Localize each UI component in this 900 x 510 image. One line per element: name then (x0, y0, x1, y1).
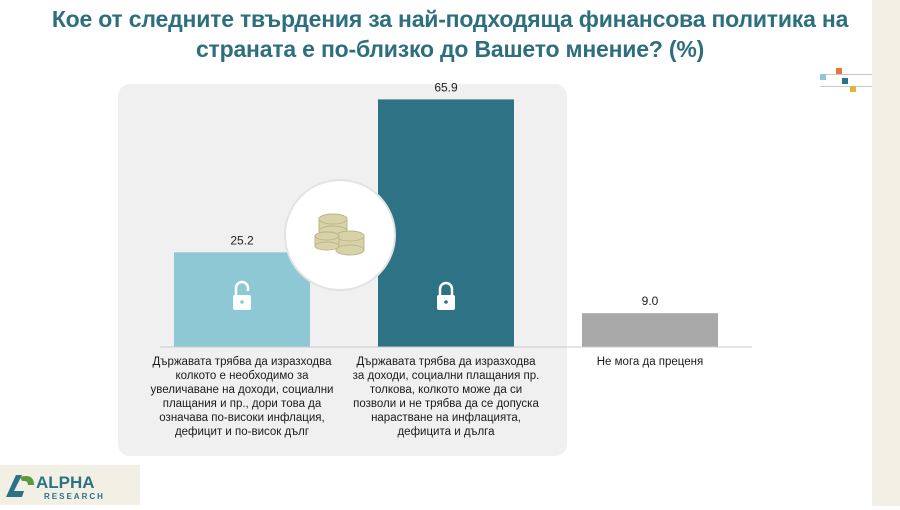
unlocked-padlock-icon (233, 280, 251, 310)
page-title: Кое от следните твърдения за най-подходя… (51, 6, 849, 62)
data-label-1: 25.2 (230, 233, 254, 247)
coins-icon (314, 213, 365, 256)
logo-sub: RESEARCH (44, 492, 105, 501)
data-label-2: 65.9 (434, 80, 458, 94)
logo-name: ALPHA (36, 473, 95, 492)
decorative-squares (820, 68, 872, 92)
alpha-research-logo: ALPHA RESEARCH (0, 465, 140, 505)
data-label-3: 9.0 (642, 294, 659, 308)
bar-3 (582, 313, 718, 347)
category-label-3: Не мога да преценя (596, 356, 704, 368)
locked-padlock-icon (437, 281, 455, 310)
coins-badge (284, 179, 396, 291)
category-label-1: Държавата трябва да изразходва колкото е… (150, 356, 334, 438)
right-decorative-strip (872, 0, 900, 506)
category-label-2: Държавата трябва да изразходва за доходи… (352, 356, 540, 438)
